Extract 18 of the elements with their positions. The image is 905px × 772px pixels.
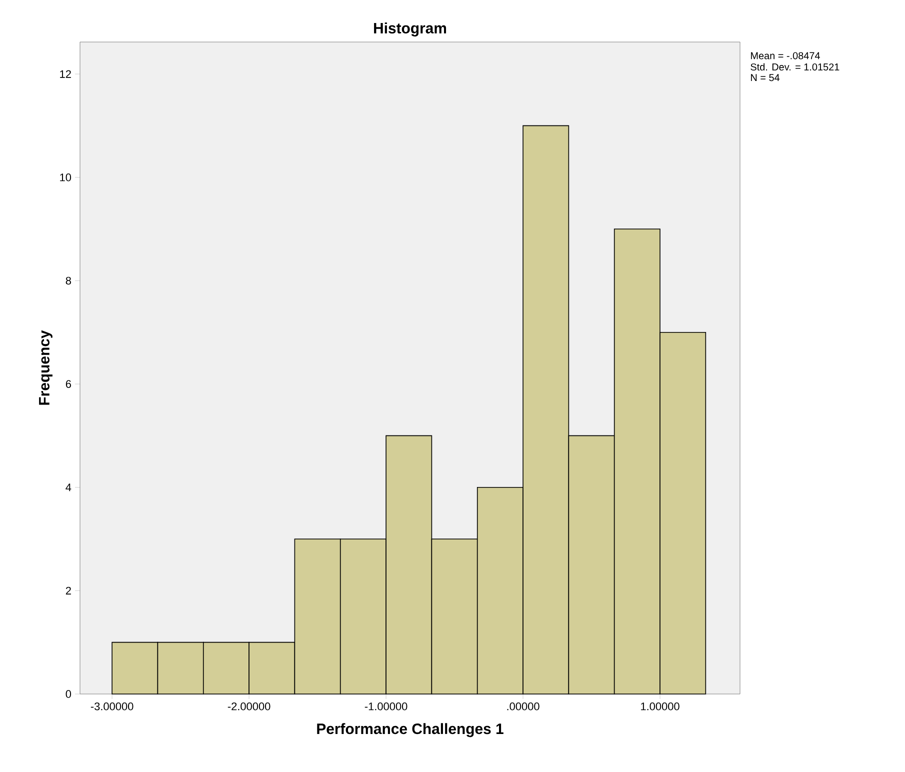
x-axis-title: Performance Challenges 1 xyxy=(317,723,504,738)
x-tick-label: .00000 xyxy=(507,702,540,710)
y-axis-title: Frequency xyxy=(39,330,52,405)
x-tick-label: -3.00000 xyxy=(90,702,134,710)
text: N = 54 xyxy=(751,74,780,82)
x-tick-label: 1.00000 xyxy=(641,702,680,710)
y-tick-label: 8 xyxy=(66,276,71,285)
y-tick-label: 4 xyxy=(66,484,72,492)
y-tick-label: 6 xyxy=(66,380,71,388)
y-tick-label: 10 xyxy=(60,173,72,182)
x-tick-label: -2.00000 xyxy=(228,702,270,710)
y-tick-label: 2 xyxy=(66,586,71,594)
text: Std. Dev. = 1.01521 xyxy=(750,63,840,71)
chart-title: Histogram xyxy=(374,22,446,36)
y-tick-label: 0 xyxy=(66,690,72,698)
y-tick-label: 12 xyxy=(60,70,71,78)
text: Mean = -.08474 xyxy=(751,52,820,60)
x-tick-label: -1.00000 xyxy=(364,702,408,710)
